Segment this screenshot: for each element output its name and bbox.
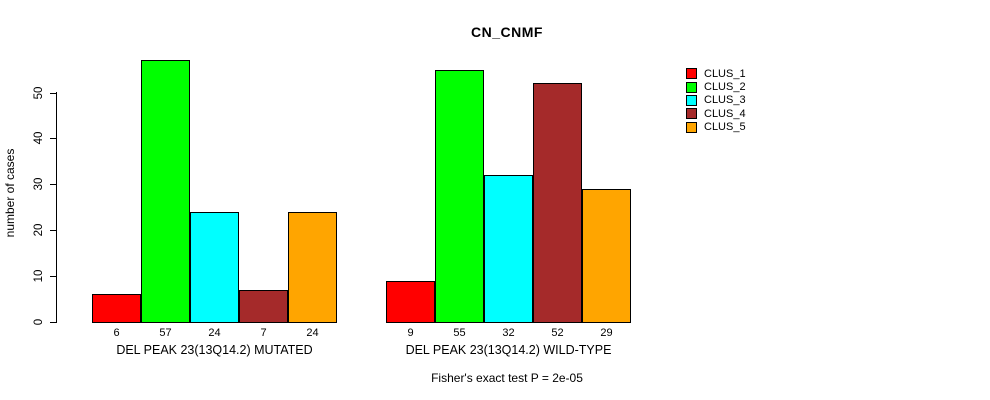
y-tick-mark [50, 184, 57, 185]
bar-value-label: 6 [113, 327, 120, 339]
bar-value-label: 24 [306, 327, 319, 339]
bar-clus_5-group2 [582, 189, 631, 323]
bar-value-label: 24 [208, 327, 221, 339]
y-tick-label: 50 [33, 86, 45, 100]
legend-row-clus_4: CLUS_4 [686, 107, 746, 120]
legend-label: CLUS_4 [704, 107, 746, 120]
y-tick-mark [50, 230, 57, 231]
legend-label: CLUS_1 [704, 67, 746, 80]
bar-value-label: 52 [551, 327, 564, 339]
legend: CLUS_1 CLUS_2 CLUS_3 CLUS_4 CLUS_5 [686, 67, 746, 134]
bar-value-label: 55 [453, 327, 466, 339]
fisher-test-annotation: Fisher's exact test P = 2e-05 [431, 371, 583, 385]
legend-row-clus_5: CLUS_5 [686, 121, 746, 134]
bar-clus_5-group1 [288, 212, 337, 323]
y-tick-mark [50, 138, 57, 139]
bar-clus_4-group1 [239, 290, 288, 323]
y-axis-line [56, 92, 57, 323]
legend-swatch-icon [686, 68, 697, 80]
group-label: DEL PEAK 23(13Q14.2) MUTATED [116, 343, 313, 357]
y-tick-label: 0 [33, 318, 45, 326]
y-tick-label: 20 [33, 223, 45, 237]
y-tick-mark [50, 276, 57, 277]
bar-clus_2-group1 [141, 60, 190, 323]
legend-swatch-icon [686, 121, 697, 133]
bar-clus_4-group2 [533, 83, 582, 323]
legend-row-clus_1: CLUS_1 [686, 67, 746, 80]
legend-swatch-icon [686, 108, 697, 120]
legend-label: CLUS_2 [704, 81, 746, 94]
bar-clus_3-group1 [190, 212, 239, 323]
legend-row-clus_3: CLUS_3 [686, 94, 746, 107]
y-tick-mark [50, 322, 57, 323]
y-tick-mark [50, 93, 57, 94]
legend-row-clus_2: CLUS_2 [686, 80, 746, 93]
legend-swatch-icon [686, 94, 697, 106]
legend-label: CLUS_3 [704, 94, 746, 107]
legend-swatch-icon [686, 81, 697, 93]
bar-clus_1-group1 [92, 294, 141, 323]
bar-value-label: 7 [260, 327, 267, 339]
legend-label: CLUS_5 [704, 121, 746, 134]
bar-value-label: 9 [407, 327, 414, 339]
bar-value-label: 57 [159, 327, 172, 339]
bar-clus_1-group2 [386, 281, 435, 323]
bar-clus_2-group2 [435, 70, 484, 323]
bar-clus_3-group2 [484, 175, 533, 323]
y-tick-label: 10 [33, 269, 45, 283]
chart-title: CN_CNMF [471, 24, 543, 40]
bar-value-label: 29 [600, 327, 613, 339]
y-axis-label: number of cases [3, 148, 17, 238]
y-tick-label: 40 [33, 131, 45, 145]
group-label: DEL PEAK 23(13Q14.2) WILD-TYPE [405, 343, 612, 357]
bar-value-label: 32 [502, 327, 515, 339]
y-tick-label: 30 [33, 177, 45, 191]
